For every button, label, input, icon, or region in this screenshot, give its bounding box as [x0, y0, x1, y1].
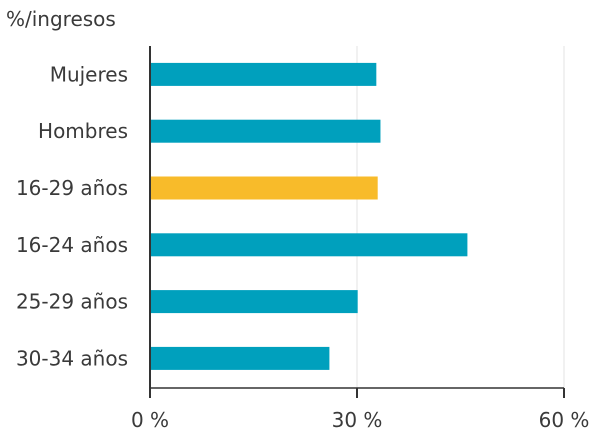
- gridlines: [356, 46, 565, 388]
- bar-4: [150, 290, 358, 314]
- bar-2: [150, 176, 378, 200]
- category-labels: Mujeres Hombres 16-29 años 16-24 años 25-29 …: [16, 62, 128, 370]
- category-label-5: 30-34 años: [16, 346, 128, 370]
- category-label-1: Hombres: [38, 119, 128, 143]
- x-tick-label-1: 30 %: [332, 408, 383, 432]
- bar-3: [150, 233, 468, 257]
- x-tick-label-2: 60 %: [539, 408, 590, 432]
- bar-5: [150, 346, 330, 370]
- category-label-3: 16-24 años: [16, 233, 128, 257]
- unit-label: %/ingresos: [6, 7, 116, 31]
- category-label-4: 25-29 años: [16, 290, 128, 314]
- category-label-0: Mujeres: [50, 62, 128, 86]
- x-tick-labels: 0 % 30 % 60 %: [131, 408, 589, 432]
- x-tick-label-0: 0 %: [131, 408, 169, 432]
- bars: [150, 62, 468, 370]
- bar-1: [150, 119, 381, 143]
- bar-0: [150, 62, 377, 86]
- category-label-2: 16-29 años: [16, 176, 128, 200]
- axes: [149, 46, 565, 398]
